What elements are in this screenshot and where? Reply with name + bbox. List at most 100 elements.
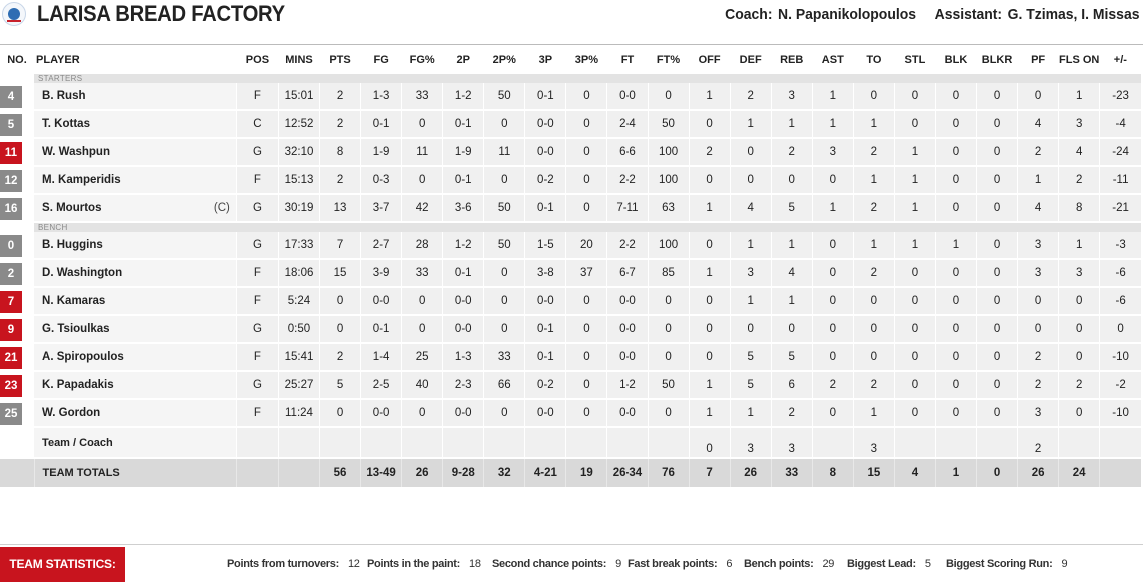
- player-row[interactable]: 23 K. Papadakis G 25:27 5 2-5 40 2-3 66 0-2 0 1-2 50…: [0, 371, 1141, 400]
- player-row[interactable]: 16 S. Mourtos (C) G 30:19 13 3-7 42 3-6 50 0-1 0 7-1…: [0, 194, 1141, 223]
- stat-2p: 3-6: [442, 194, 484, 223]
- player-row[interactable]: 2 D. Washington F 18:06 15 3-9 33 0-1 0 3-8 37 6-7 8…: [0, 259, 1141, 288]
- player-row[interactable]: 12 M. Kamperidis F 15:13 2 0-3 0 0-1 0 0-2 0 2-2 100…: [0, 166, 1141, 195]
- player-name-link[interactable]: K. Papadakis: [42, 379, 114, 391]
- stat-pos: G: [235, 194, 279, 223]
- total-stat-2p-pct: 32: [483, 458, 525, 487]
- stat-ast: 1: [811, 194, 854, 223]
- total-stat-ft-pct: 76: [647, 458, 690, 487]
- jersey-number-badge: 4: [0, 86, 22, 108]
- stat-pos: G: [235, 232, 279, 260]
- stat-fg: 0-0: [360, 287, 402, 316]
- stat-stl: 0: [893, 371, 936, 400]
- team-stat-value: 18: [469, 558, 481, 570]
- stat-blkr: 0: [976, 138, 1018, 167]
- stat-fg-pct: 42: [401, 194, 443, 223]
- total-stat-ast: 8: [811, 458, 854, 487]
- stat-pts: 13: [319, 194, 361, 223]
- column-header-ft: FT: [620, 54, 635, 66]
- stat-pts: 7: [319, 232, 361, 260]
- stat-fg: 1-9: [360, 138, 402, 167]
- player-row[interactable]: 7 N. Kamaras F 5:24 0 0-0 0 0-0 0 0-0 0 0-0 0 0 1 1 0 0 0 0…: [0, 287, 1141, 316]
- player-row[interactable]: 25 W. Gordon F 11:24 0 0-0 0 0-0 0 0-0 0 0-0 0 1 1 2 0 1 0…: [0, 399, 1141, 428]
- stat-to: 0: [852, 343, 895, 372]
- stat-blk: 0: [934, 138, 977, 167]
- stat-blk: 0: [934, 83, 977, 111]
- stat-mins: 0:50: [277, 315, 320, 344]
- team-stat-label: Biggest Lead:: [847, 558, 916, 570]
- stat-reb: 1: [770, 287, 813, 316]
- stat-pts: 2: [319, 83, 361, 111]
- stat-pf: 0: [1017, 83, 1059, 111]
- player-name-link[interactable]: T. Kottas: [42, 118, 90, 130]
- stat-3p: 3-8: [524, 259, 566, 288]
- player-name-link[interactable]: S. Mourtos: [42, 202, 102, 214]
- stat-ft: 2-2: [606, 166, 649, 195]
- team-coach-stat-pos: [235, 427, 279, 459]
- stat-plus-minus: 0: [1099, 315, 1141, 344]
- stat-def: 1: [729, 287, 772, 316]
- stat-2p-pct: 50: [483, 83, 525, 111]
- player-name-link[interactable]: W. Washpun: [42, 146, 110, 158]
- team-stat-label: Biggest Scoring Run:: [946, 558, 1053, 570]
- column-header-fg: FG: [373, 54, 389, 66]
- stat-fls-on: 0: [1058, 287, 1100, 316]
- player-name-link[interactable]: B. Huggins: [42, 239, 103, 251]
- stat-pf: 2: [1017, 371, 1059, 400]
- player-row[interactable]: 5 T. Kottas C 12:52 2 0-1 0 0-1 0 0-0 0 2-4 50 0 1 1 1 1 0…: [0, 110, 1141, 139]
- stat-mins: 25:27: [277, 371, 320, 400]
- total-stat-pf: 26: [1017, 458, 1059, 487]
- stat-plus-minus: -23: [1099, 83, 1141, 111]
- stat-ft: 0-0: [606, 315, 649, 344]
- player-row[interactable]: 11 W. Washpun G 32:10 8 1-9 11 1-9 11 0-0 0 6-6 100 2…: [0, 138, 1141, 167]
- total-stat-stl: 4: [893, 458, 936, 487]
- stat-fls-on: 1: [1058, 83, 1100, 111]
- column-header-reb: REB: [780, 54, 804, 66]
- column-header-3p: 3P: [538, 54, 553, 66]
- stat-ast: 0: [811, 399, 854, 428]
- captain-marker: (C): [213, 202, 230, 214]
- stat-fg-pct: 33: [401, 259, 443, 288]
- stat-ft: 0-0: [606, 83, 649, 111]
- stat-fg: 1-3: [360, 83, 402, 111]
- stat-3p-pct: 20: [565, 232, 607, 260]
- column-header-ast: AST: [821, 54, 844, 66]
- stat-3p-pct: 0: [565, 287, 607, 316]
- stat-blkr: 0: [976, 343, 1018, 372]
- stat-def: 0: [729, 315, 772, 344]
- stat-fg: 2-7: [360, 232, 402, 260]
- stat-pf: 0: [1017, 287, 1059, 316]
- player-name-link[interactable]: D. Washington: [42, 267, 123, 279]
- player-row[interactable]: 4 B. Rush F 15:01 2 1-3 33 1-2 50 0-1 0 0-0 0 1 2 3 1 0 0 0…: [0, 83, 1141, 111]
- stat-fls-on: 3: [1058, 259, 1100, 288]
- stat-fg: 0-1: [360, 110, 402, 139]
- player-name-link[interactable]: A. Spiropoulos: [42, 351, 124, 363]
- player-row[interactable]: 0 B. Huggins G 17:33 7 2-7 28 1-2 50 1-5 20 2-2 100 0…: [0, 232, 1141, 260]
- stat-ft-pct: 50: [647, 371, 690, 400]
- stat-fg: 0-0: [360, 399, 402, 428]
- stat-plus-minus: -3: [1099, 232, 1141, 260]
- stat-ft-pct: 0: [647, 83, 690, 111]
- player-row[interactable]: 9 G. Tsioulkas G 0:50 0 0-1 0 0-0 0 0-1 0 0-0 0 0 0 0 0 0…: [0, 315, 1141, 344]
- player-name-link[interactable]: G. Tsioulkas: [42, 323, 110, 335]
- stat-reb: 2: [770, 138, 813, 167]
- player-name-link[interactable]: W. Gordon: [42, 407, 101, 419]
- stat-reb: 1: [770, 110, 813, 139]
- total-stat-ft: 26-34: [606, 458, 649, 487]
- stat-plus-minus: -10: [1099, 399, 1141, 428]
- stat-blk: 0: [934, 287, 977, 316]
- stat-off: 1: [688, 259, 731, 288]
- team-stat-value: 9: [615, 558, 621, 570]
- player-row[interactable]: 21 A. Spiropoulos F 15:41 2 1-4 25 1-3 33 0-1 0 0-0…: [0, 343, 1141, 372]
- stat-pos: F: [235, 343, 279, 372]
- column-header-stl: STL: [904, 54, 926, 66]
- stat-fls-on: 1: [1058, 232, 1100, 260]
- stat-2p-pct: 11: [483, 138, 525, 167]
- stat-stl: 0: [893, 399, 936, 428]
- team-stat-value: 6: [726, 558, 733, 570]
- player-name-link[interactable]: B. Rush: [42, 90, 86, 102]
- player-name-link[interactable]: N. Kamaras: [42, 295, 106, 307]
- stat-3p: 0-0: [524, 110, 566, 139]
- player-name-link[interactable]: M. Kamperidis: [42, 174, 121, 186]
- team-stat-label: Points in the paint:: [367, 558, 460, 570]
